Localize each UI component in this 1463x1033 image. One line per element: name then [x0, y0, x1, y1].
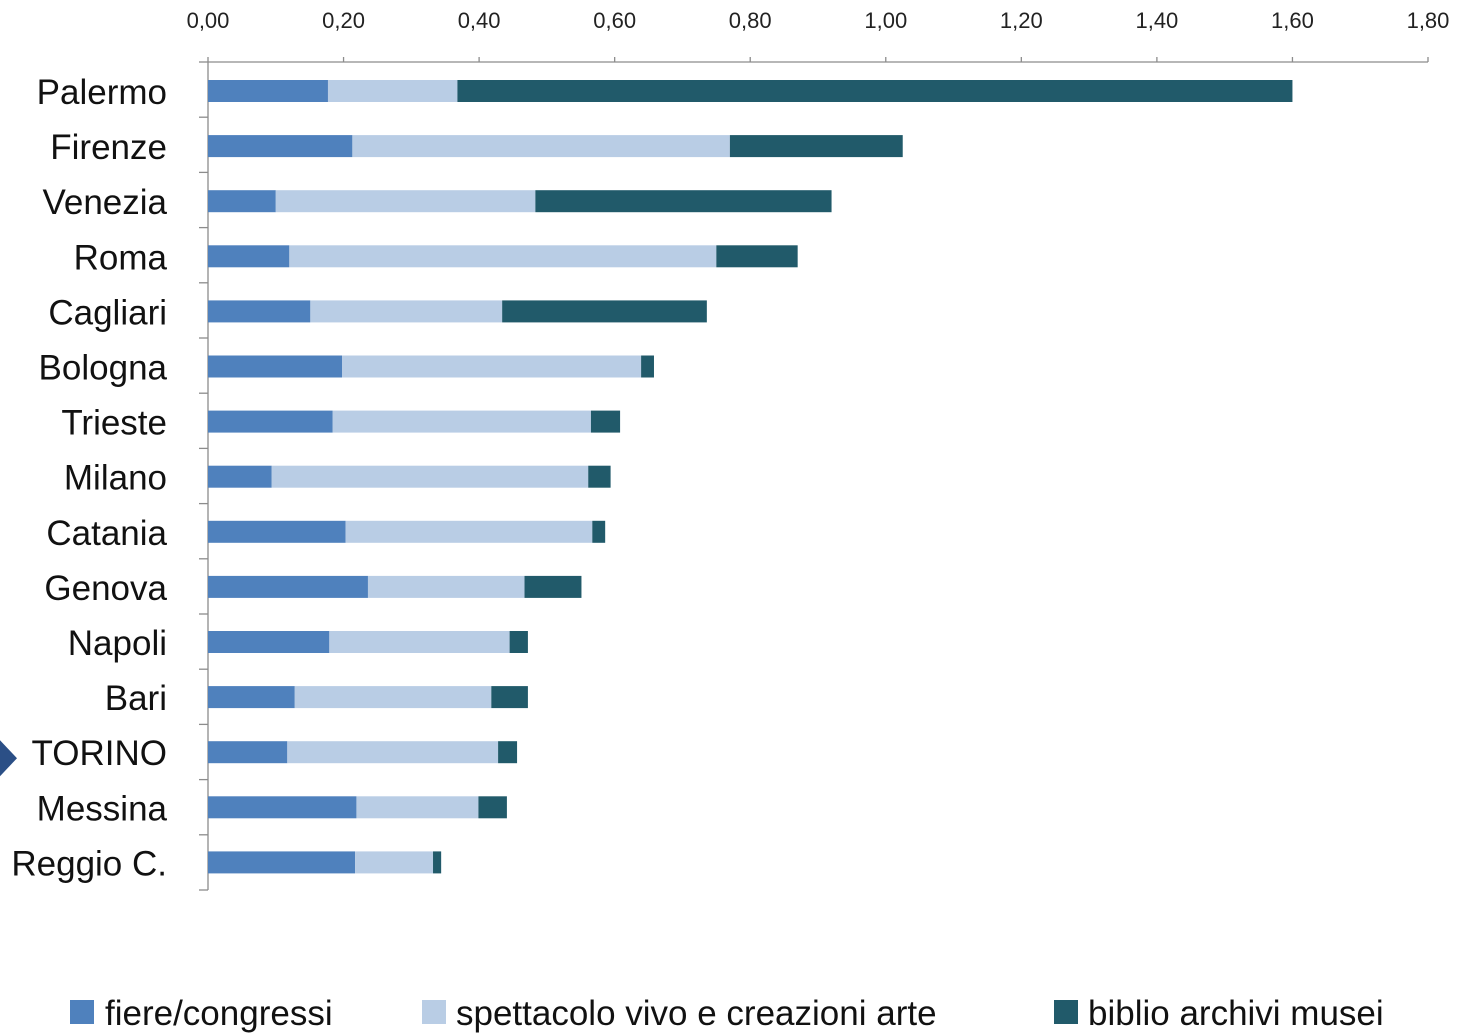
bars: [208, 80, 1293, 874]
bar-biblio-10: [509, 631, 528, 653]
bar-fiere-3: [208, 245, 290, 268]
bar-fiere-6: [208, 410, 333, 433]
bar-fiere-7: [208, 465, 272, 488]
bar-biblio-4: [502, 300, 707, 323]
bar-spettacolo-0: [327, 80, 458, 102]
bar-fiere-10: [208, 631, 330, 653]
bar-fiere-11: [208, 686, 295, 709]
x-tick-label: 0,20: [322, 8, 365, 33]
x-tick-label: 1,60: [1271, 8, 1314, 33]
bar-fiere-5: [208, 355, 343, 378]
x-tick-label: 0,40: [458, 8, 501, 33]
bar-biblio-8: [592, 520, 606, 543]
x-tick-label: 1,40: [1135, 8, 1178, 33]
bar-fiere-12: [208, 741, 288, 764]
category-label: Catania: [46, 514, 167, 553]
category-label: Genova: [44, 569, 167, 608]
bar-spettacolo-6: [332, 410, 591, 433]
category-label: Trieste: [61, 404, 167, 443]
legend: fiere/congressi spettacolo vivo e creazio…: [70, 994, 1384, 1033]
bar-fiere-0: [208, 80, 328, 102]
bar-spettacolo-8: [345, 520, 593, 543]
category-label: Milano: [64, 459, 167, 498]
bar-biblio-1: [729, 135, 903, 158]
legend-label: biblio archivi musei: [1088, 994, 1384, 1033]
bar-fiere-1: [208, 135, 353, 158]
bar-fiere-2: [208, 190, 276, 213]
bar-spettacolo-4: [310, 300, 503, 323]
bar-biblio-5: [641, 355, 654, 378]
bar-spettacolo-13: [356, 796, 479, 819]
category-label: Messina: [37, 789, 168, 828]
x-tick-label: 1,80: [1407, 8, 1450, 33]
category-label: Cagliari: [48, 293, 167, 332]
bar-spettacolo-2: [275, 190, 536, 213]
bar-spettacolo-5: [342, 355, 642, 378]
category-label: Bari: [105, 679, 167, 718]
labels: 0,00 0,20 0,40 0,60 0,80 1,00 1,20 1,40 1,60 1,80…: [0, 8, 1449, 883]
bar-spettacolo-10: [329, 631, 510, 653]
bar-spettacolo-9: [367, 575, 525, 598]
category-label: Roma: [74, 238, 168, 277]
x-tick-label: 1,20: [1000, 8, 1043, 33]
legend-swatch: [70, 1000, 94, 1024]
bar-biblio-11: [491, 686, 528, 709]
bar-biblio-9: [524, 575, 582, 598]
bar-biblio-7: [588, 465, 611, 488]
x-tick-label: 0,60: [593, 8, 636, 33]
bar-spettacolo-7: [271, 465, 589, 488]
legend-label: spettacolo vivo e creazioni arte: [456, 994, 937, 1033]
bar-biblio-6: [590, 410, 621, 433]
arrow-pointer-icon: [0, 740, 17, 777]
bar-fiere-13: [208, 796, 357, 819]
category-label: Palermo: [37, 73, 167, 112]
category-label: TORINO: [32, 734, 167, 773]
bar-fiere-8: [208, 520, 346, 543]
legend-swatch: [1054, 1000, 1078, 1024]
x-tick-label: 0,00: [187, 8, 230, 33]
bar-spettacolo-14: [355, 851, 434, 874]
x-tick-label: 0,80: [729, 8, 772, 33]
bar-spettacolo-1: [352, 135, 730, 158]
bar-spettacolo-12: [287, 741, 499, 764]
category-label: Venezia: [42, 183, 167, 222]
bar-biblio-14: [433, 851, 442, 874]
legend-swatch: [422, 1000, 446, 1024]
category-label: Bologna: [39, 349, 168, 388]
bar-biblio-13: [478, 796, 507, 819]
bar-biblio-0: [457, 80, 1293, 102]
bar-spettacolo-11: [294, 686, 492, 709]
bar-biblio-12: [498, 741, 518, 764]
bar-fiere-14: [208, 851, 356, 874]
category-label: Reggio C.: [11, 844, 167, 883]
bar-fiere-4: [208, 300, 311, 323]
category-label: Napoli: [68, 624, 167, 663]
bar-fiere-9: [208, 575, 368, 598]
bar-spettacolo-3: [289, 245, 717, 268]
category-label: Firenze: [50, 128, 167, 167]
x-tick-label: 1,00: [864, 8, 907, 33]
bar-biblio-2: [535, 190, 832, 213]
legend-label: fiere/congressi: [105, 994, 333, 1033]
bar-biblio-3: [716, 245, 798, 268]
